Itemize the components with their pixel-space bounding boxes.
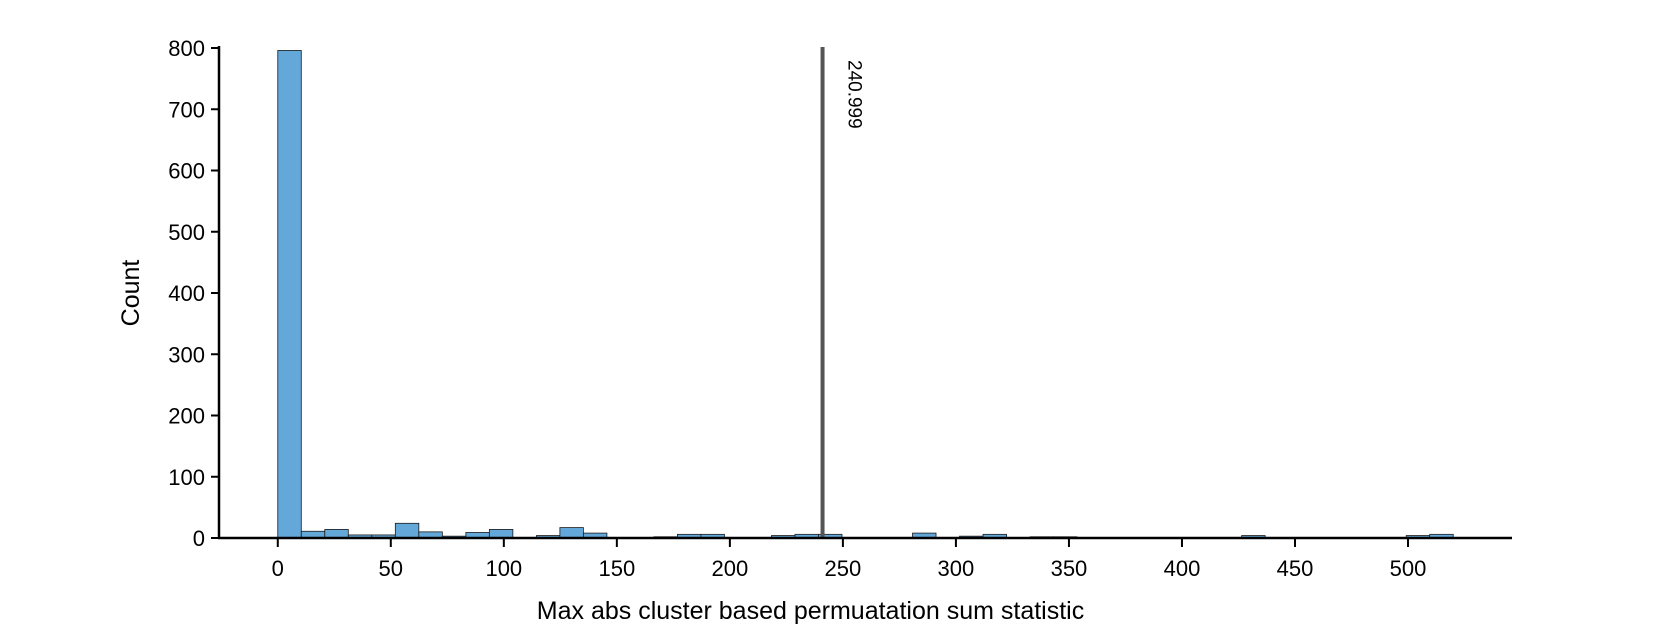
x-tick-label: 350 [1051, 556, 1088, 581]
reference-line-label: 240.999 [844, 60, 865, 129]
y-tick-label: 700 [168, 97, 205, 122]
y-tick-label: 500 [168, 220, 205, 245]
x-tick-label: 450 [1277, 556, 1314, 581]
reference-line-group: 240.999 [820, 47, 865, 538]
x-tick-label: 400 [1164, 556, 1201, 581]
x-tick-label: 200 [712, 556, 749, 581]
x-tick-label: 250 [825, 556, 862, 581]
x-tick-label: 500 [1390, 556, 1427, 581]
x-tick-label: 0 [272, 556, 284, 581]
histogram-bar [559, 527, 584, 539]
x-tick-label: 150 [598, 556, 635, 581]
x-tick-label: 100 [485, 556, 522, 581]
y-tick-label: 600 [168, 159, 205, 184]
y-tick-label: 100 [168, 465, 205, 490]
y-tick-label: 400 [168, 281, 205, 306]
x-tick-label: 50 [379, 556, 403, 581]
histogram-bar [488, 529, 514, 539]
y-tick-label: 200 [168, 404, 205, 429]
histogram-bar [394, 522, 420, 539]
x-tick-label: 300 [938, 556, 975, 581]
histogram-bar [324, 529, 349, 539]
y-tick-label: 800 [168, 36, 205, 61]
y-axis-label: Count [117, 260, 145, 327]
y-tick-label: 300 [168, 342, 205, 367]
y-tick-label: 0 [193, 526, 205, 551]
axes: 0 100 200 300 400 500 600 700 800 0 50 100 150 200 250… [168, 36, 1512, 581]
x-axis-label: Max abs cluster based permuatation sum s… [537, 597, 1084, 625]
histogram-bar [277, 50, 302, 539]
